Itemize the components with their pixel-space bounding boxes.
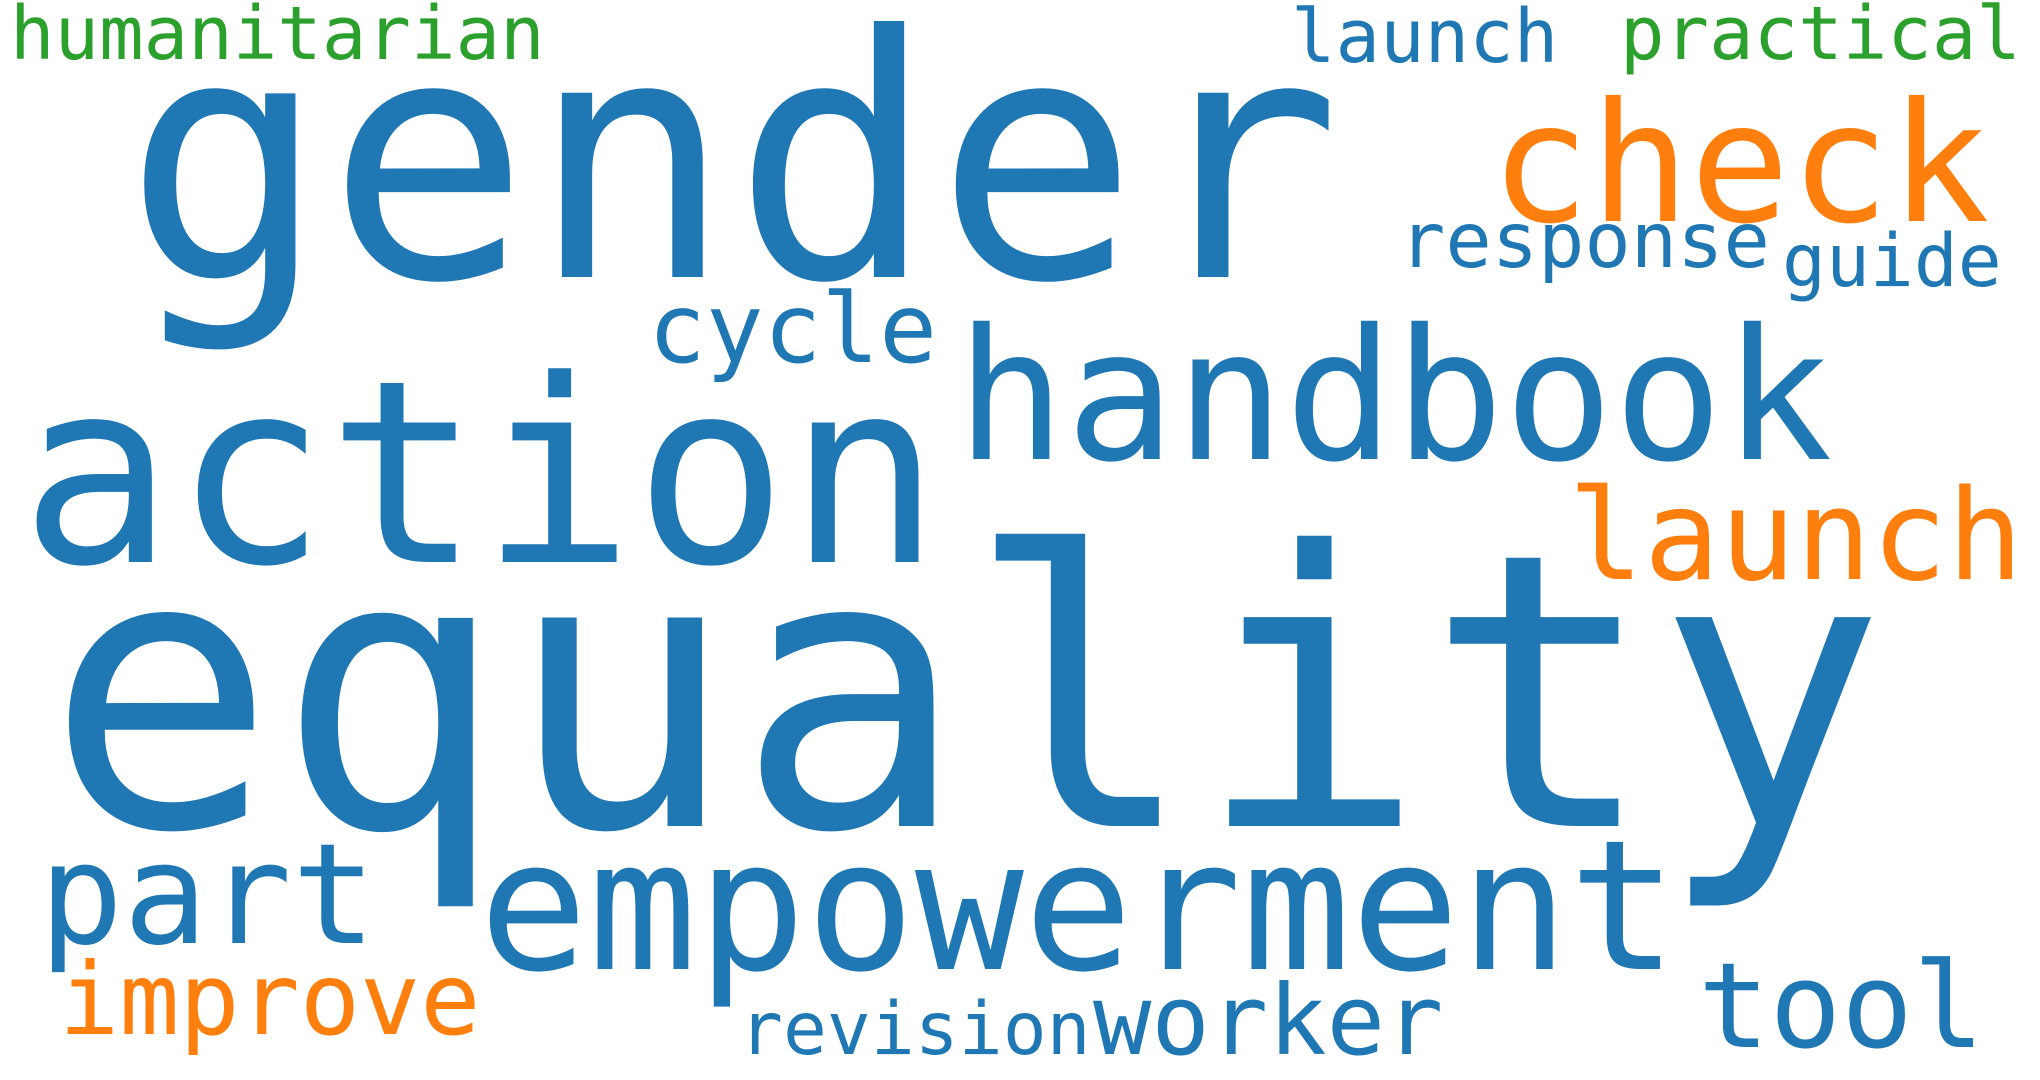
word: guide	[1782, 219, 2002, 304]
word: worker	[1093, 964, 1443, 1077]
word: cycle	[648, 273, 937, 385]
word: launch	[1291, 0, 1558, 80]
word: improve	[59, 941, 480, 1058]
word: empowerment	[479, 801, 1678, 1012]
word: practical	[1620, 0, 2021, 77]
word: equality	[46, 472, 1886, 917]
word: handbook	[956, 290, 1833, 502]
word: tool	[1698, 938, 1985, 1076]
word: revision	[739, 987, 1091, 1072]
word: gender	[124, 0, 1341, 357]
word: launch	[1568, 462, 2023, 609]
word: response	[1399, 197, 1770, 286]
word: part	[39, 814, 376, 977]
word: action	[20, 326, 941, 623]
word: humanitarian	[10, 0, 545, 77]
word: check	[1490, 68, 1990, 261]
